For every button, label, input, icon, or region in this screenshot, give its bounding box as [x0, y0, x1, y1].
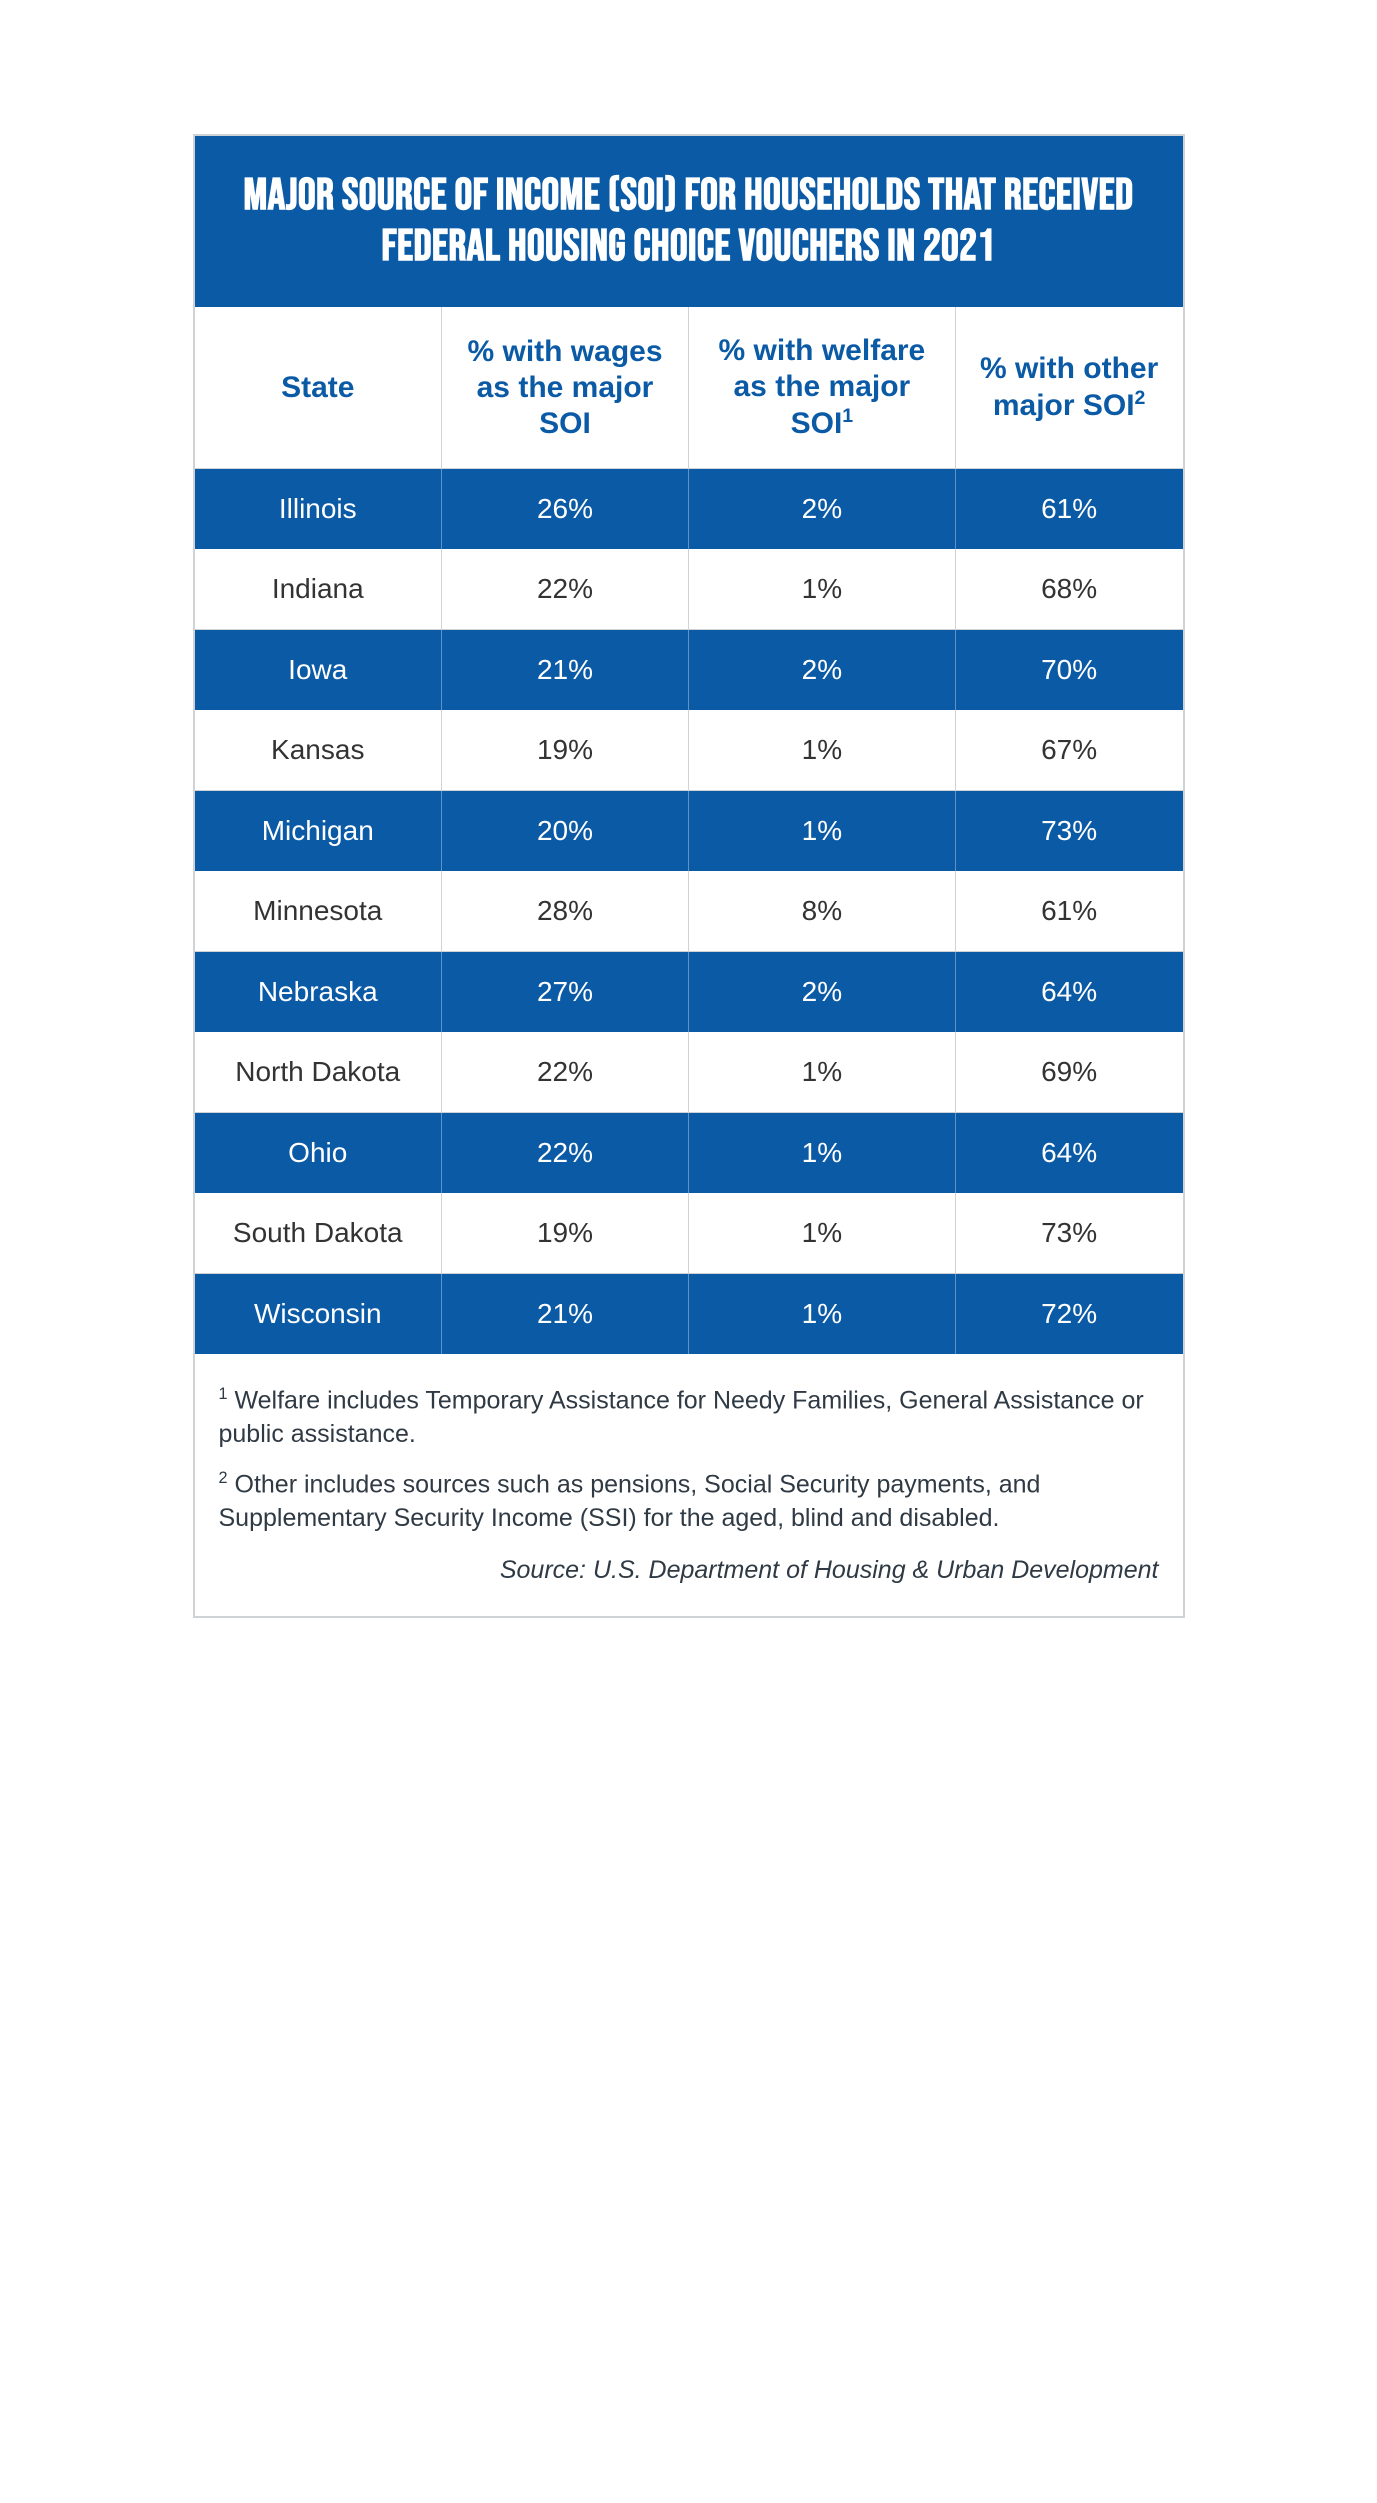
cell-welfare: 1% — [689, 1032, 956, 1113]
cell-other: 70% — [955, 630, 1182, 711]
table-title: MAJOR SOURCE OF INCOME (SOI) FOR HOUSEHO… — [195, 136, 1183, 307]
data-table-card: MAJOR SOURCE OF INCOME (SOI) FOR HOUSEHO… — [193, 134, 1185, 1618]
cell-wages: 27% — [442, 952, 689, 1033]
col-header-other: % with other major SOI2 — [955, 307, 1182, 469]
cell-wages: 22% — [442, 1113, 689, 1194]
cell-wages: 22% — [442, 1032, 689, 1113]
cell-welfare: 1% — [689, 710, 956, 791]
col-header-state: State — [195, 307, 442, 469]
footnote-2-text: Other includes sources such as pensions,… — [219, 1470, 1041, 1532]
cell-state: North Dakota — [195, 1032, 442, 1113]
table-row: Kansas19%1%67% — [195, 710, 1183, 791]
table-row: Michigan20%1%73% — [195, 791, 1183, 872]
cell-state: Illinois — [195, 469, 442, 550]
cell-other: 73% — [955, 1193, 1182, 1274]
cell-state: Minnesota — [195, 871, 442, 952]
cell-other: 61% — [955, 469, 1182, 550]
cell-other: 61% — [955, 871, 1182, 952]
cell-state: Michigan — [195, 791, 442, 872]
cell-other: 67% — [955, 710, 1182, 791]
cell-welfare: 1% — [689, 1274, 956, 1355]
cell-wages: 26% — [442, 469, 689, 550]
cell-welfare: 8% — [689, 871, 956, 952]
cell-other: 72% — [955, 1274, 1182, 1355]
table-row: Iowa21%2%70% — [195, 630, 1183, 711]
cell-welfare: 1% — [689, 549, 956, 630]
cell-wages: 21% — [442, 630, 689, 711]
footnotes-block: 1 Welfare includes Temporary Assistance … — [195, 1354, 1183, 1615]
table-header-row: State % with wages as the major SOI % wi… — [195, 307, 1183, 469]
cell-other: 68% — [955, 549, 1182, 630]
footnote-2-sup: 2 — [219, 1469, 228, 1487]
cell-wages: 20% — [442, 791, 689, 872]
footnote-1: 1 Welfare includes Temporary Assistance … — [219, 1384, 1159, 1452]
cell-wages: 28% — [442, 871, 689, 952]
cell-state: Kansas — [195, 710, 442, 791]
cell-state: Iowa — [195, 630, 442, 711]
cell-state: Indiana — [195, 549, 442, 630]
cell-other: 64% — [955, 952, 1182, 1033]
cell-welfare: 2% — [689, 630, 956, 711]
footnote-2: 2 Other includes sources such as pension… — [219, 1468, 1159, 1536]
table-row: Illinois26%2%61% — [195, 469, 1183, 550]
source-line: Source: U.S. Department of Housing & Urb… — [219, 1554, 1159, 1588]
col-header-other-sup: 2 — [1135, 387, 1146, 409]
cell-welfare: 2% — [689, 952, 956, 1033]
table-row: North Dakota22%1%69% — [195, 1032, 1183, 1113]
soi-table: State % with wages as the major SOI % wi… — [195, 307, 1183, 1354]
table-row: Minnesota28%8%61% — [195, 871, 1183, 952]
table-row: South Dakota19%1%73% — [195, 1193, 1183, 1274]
cell-other: 64% — [955, 1113, 1182, 1194]
col-header-wages: % with wages as the major SOI — [442, 307, 689, 469]
cell-other: 73% — [955, 791, 1182, 872]
cell-state: Ohio — [195, 1113, 442, 1194]
footnote-1-text: Welfare includes Temporary Assistance fo… — [219, 1387, 1144, 1449]
cell-state: Nebraska — [195, 952, 442, 1033]
cell-welfare: 2% — [689, 469, 956, 550]
table-row: Ohio22%1%64% — [195, 1113, 1183, 1194]
table-row: Nebraska27%2%64% — [195, 952, 1183, 1033]
cell-state: Wisconsin — [195, 1274, 442, 1355]
col-header-welfare: % with welfare as the major SOI1 — [689, 307, 956, 469]
cell-other: 69% — [955, 1032, 1182, 1113]
footnote-1-sup: 1 — [219, 1385, 228, 1403]
cell-wages: 22% — [442, 549, 689, 630]
col-header-welfare-text: % with welfare as the major SOI — [719, 334, 926, 440]
table-row: Wisconsin21%1%72% — [195, 1274, 1183, 1355]
col-header-welfare-sup: 1 — [842, 405, 853, 427]
cell-welfare: 1% — [689, 1113, 956, 1194]
cell-wages: 21% — [442, 1274, 689, 1355]
cell-welfare: 1% — [689, 1193, 956, 1274]
cell-wages: 19% — [442, 1193, 689, 1274]
table-row: Indiana22%1%68% — [195, 549, 1183, 630]
table-body: Illinois26%2%61%Indiana22%1%68%Iowa21%2%… — [195, 469, 1183, 1355]
cell-welfare: 1% — [689, 791, 956, 872]
cell-state: South Dakota — [195, 1193, 442, 1274]
cell-wages: 19% — [442, 710, 689, 791]
col-header-other-text: % with other major SOI — [980, 352, 1158, 422]
